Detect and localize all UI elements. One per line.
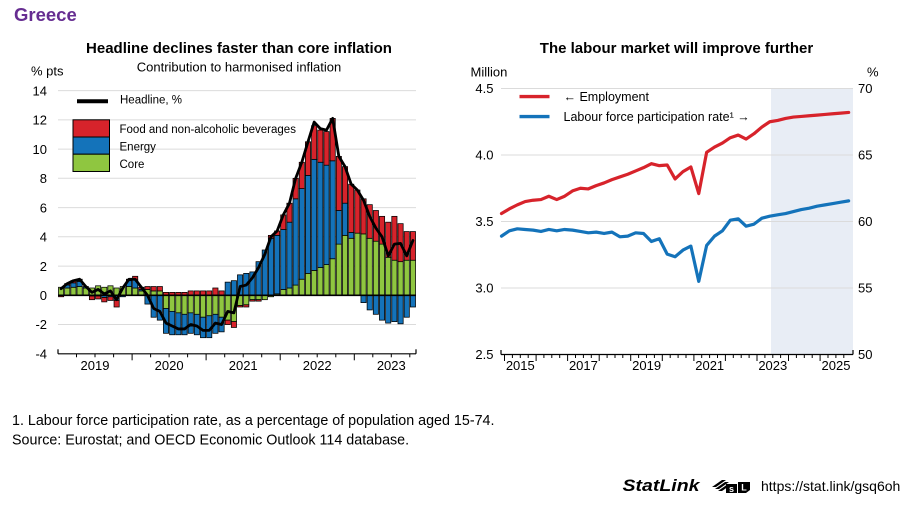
svg-text:2023: 2023	[377, 358, 406, 373]
svg-text:Core: Core	[120, 159, 145, 171]
svg-text:https://stat.link/gsq6oh: https://stat.link/gsq6oh	[761, 478, 900, 494]
svg-text:4: 4	[40, 230, 47, 245]
svg-text:70: 70	[858, 81, 872, 96]
svg-text:2025: 2025	[822, 358, 851, 373]
svg-text:4.5: 4.5	[475, 81, 493, 96]
svg-text:Headline, %: Headline, %	[120, 95, 182, 107]
svg-text:Food and non-alcoholic beverag: Food and non-alcoholic beverages	[120, 124, 297, 136]
svg-text:10: 10	[33, 142, 47, 157]
svg-text:Labour force participation rat: Labour force participation rate¹ →	[564, 110, 750, 124]
svg-text:StatLink: StatLink	[623, 476, 702, 495]
svg-text:2019: 2019	[632, 358, 661, 373]
svg-text:2: 2	[40, 259, 47, 274]
svg-text:2.5: 2.5	[475, 347, 493, 362]
svg-text:4.0: 4.0	[475, 148, 493, 163]
svg-text:Greece: Greece	[14, 4, 77, 25]
svg-text:Million: Million	[471, 64, 508, 79]
svg-text:2020: 2020	[155, 358, 184, 373]
svg-text:2023: 2023	[758, 358, 787, 373]
svg-text:0: 0	[40, 288, 47, 303]
svg-text:s: s	[729, 484, 734, 494]
svg-text:2017: 2017	[569, 358, 598, 373]
svg-text:8: 8	[40, 171, 47, 186]
svg-text:%: %	[867, 64, 879, 79]
svg-text:3.5: 3.5	[475, 214, 493, 229]
svg-text:Source: Eurostat; and OECD Eco: Source: Eurostat; and OECD Economic Outl…	[12, 433, 409, 449]
svg-text:65: 65	[858, 148, 872, 163]
svg-text:-4: -4	[35, 347, 47, 362]
svg-text:12: 12	[33, 113, 47, 128]
svg-text:L: L	[741, 483, 747, 493]
svg-text:50: 50	[858, 347, 872, 362]
svg-text:% pts: % pts	[31, 63, 64, 78]
svg-text:← Employment: ← Employment	[564, 90, 650, 104]
svg-text:60: 60	[858, 214, 872, 229]
svg-text:Contribution to harmonised inf: Contribution to harmonised inflation	[137, 60, 342, 75]
svg-text:55: 55	[858, 281, 872, 296]
svg-text:1. Labour force participation: 1. Labour force participation rate, as a…	[12, 413, 494, 429]
svg-text:Energy: Energy	[120, 142, 157, 154]
svg-text:2015: 2015	[506, 358, 535, 373]
svg-text:2021: 2021	[229, 358, 258, 373]
svg-text:Headline declines faster than: Headline declines faster than core infla…	[86, 40, 392, 57]
svg-text:2022: 2022	[303, 358, 332, 373]
svg-text:2019: 2019	[81, 358, 110, 373]
svg-text:The labour market will improve: The labour market will improve further	[540, 40, 814, 57]
svg-text:-2: -2	[35, 317, 47, 332]
svg-text:2021: 2021	[695, 358, 724, 373]
svg-text:14: 14	[33, 83, 47, 98]
svg-text:6: 6	[40, 200, 47, 215]
svg-text:3.0: 3.0	[475, 281, 493, 296]
